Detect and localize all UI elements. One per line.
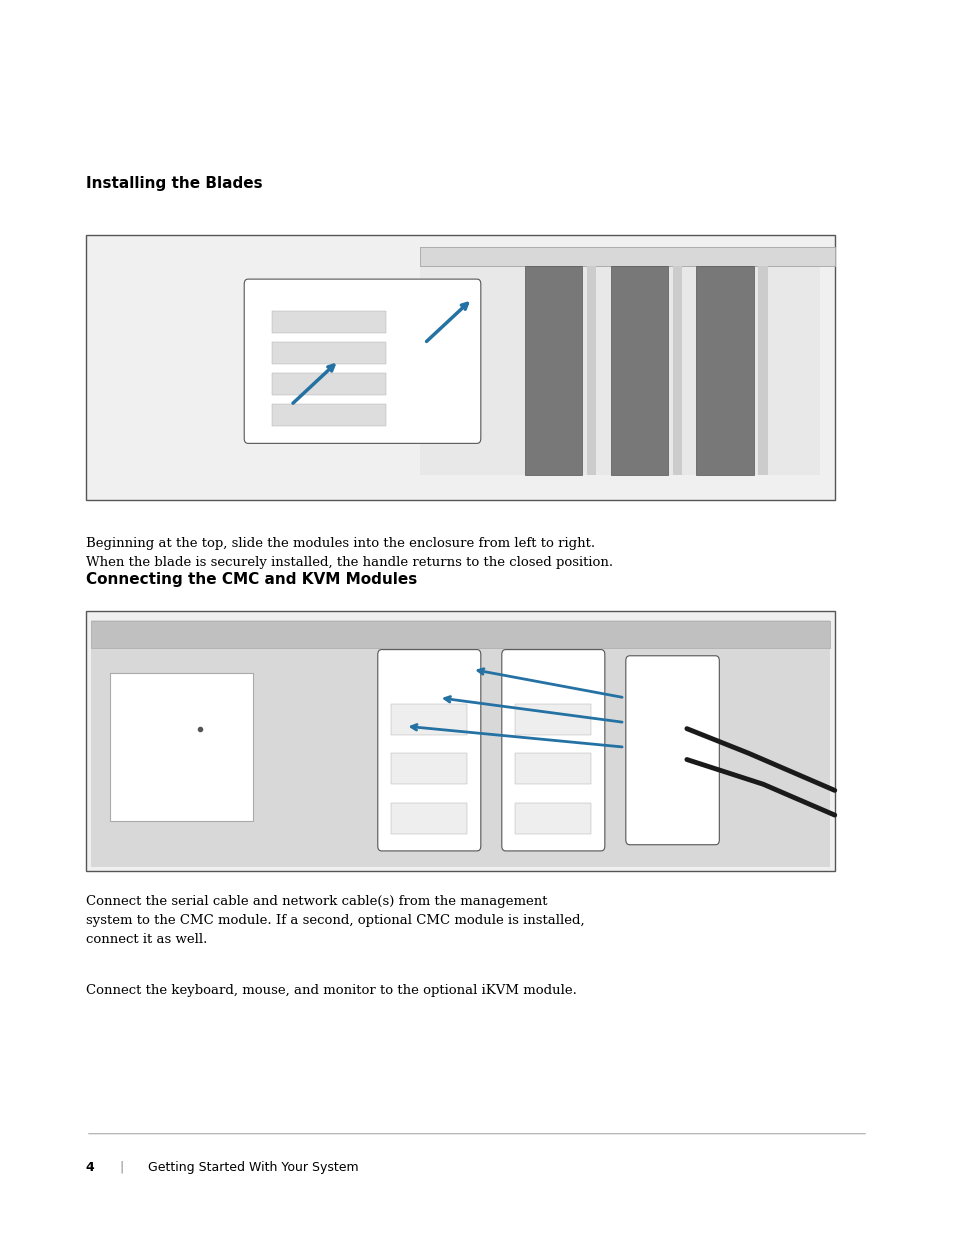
Text: Beginning at the top, slide the modules into the enclosure from left to right.
W: Beginning at the top, slide the modules … [86,537,613,569]
Bar [610,266,667,475]
Polygon shape [419,247,834,266]
Text: Getting Started With Your System: Getting Started With Your System [148,1161,358,1174]
FancyBboxPatch shape [244,279,480,443]
Polygon shape [419,247,834,266]
Bar [515,803,591,834]
Bar [419,259,820,475]
FancyBboxPatch shape [501,650,604,851]
Text: Connect the keyboard, mouse, and monitor to the optional iKVM module.: Connect the keyboard, mouse, and monitor… [86,984,577,998]
Text: Connect the serial cable and network cable(s) from the management
system to the : Connect the serial cable and network cab… [86,895,584,946]
Bar [391,753,467,784]
Bar [86,235,834,500]
Bar [272,342,386,364]
Bar [515,753,591,784]
Bar [586,266,596,475]
Bar [696,266,753,475]
Text: |: | [119,1161,123,1174]
Bar [91,620,829,867]
Bar [110,673,253,821]
FancyBboxPatch shape [625,656,719,845]
Bar [391,803,467,834]
Bar [758,266,767,475]
Text: Installing the Blades: Installing the Blades [86,177,262,191]
Bar [272,311,386,333]
Bar [515,704,591,735]
Bar [391,704,467,735]
Bar [91,621,829,648]
Bar [272,404,386,426]
FancyBboxPatch shape [377,650,480,851]
Bar [672,266,681,475]
Text: 4: 4 [86,1161,94,1174]
Bar [524,266,581,475]
Bar [272,373,386,395]
Text: Connecting the CMC and KVM Modules: Connecting the CMC and KVM Modules [86,572,416,587]
Bar [86,611,834,871]
